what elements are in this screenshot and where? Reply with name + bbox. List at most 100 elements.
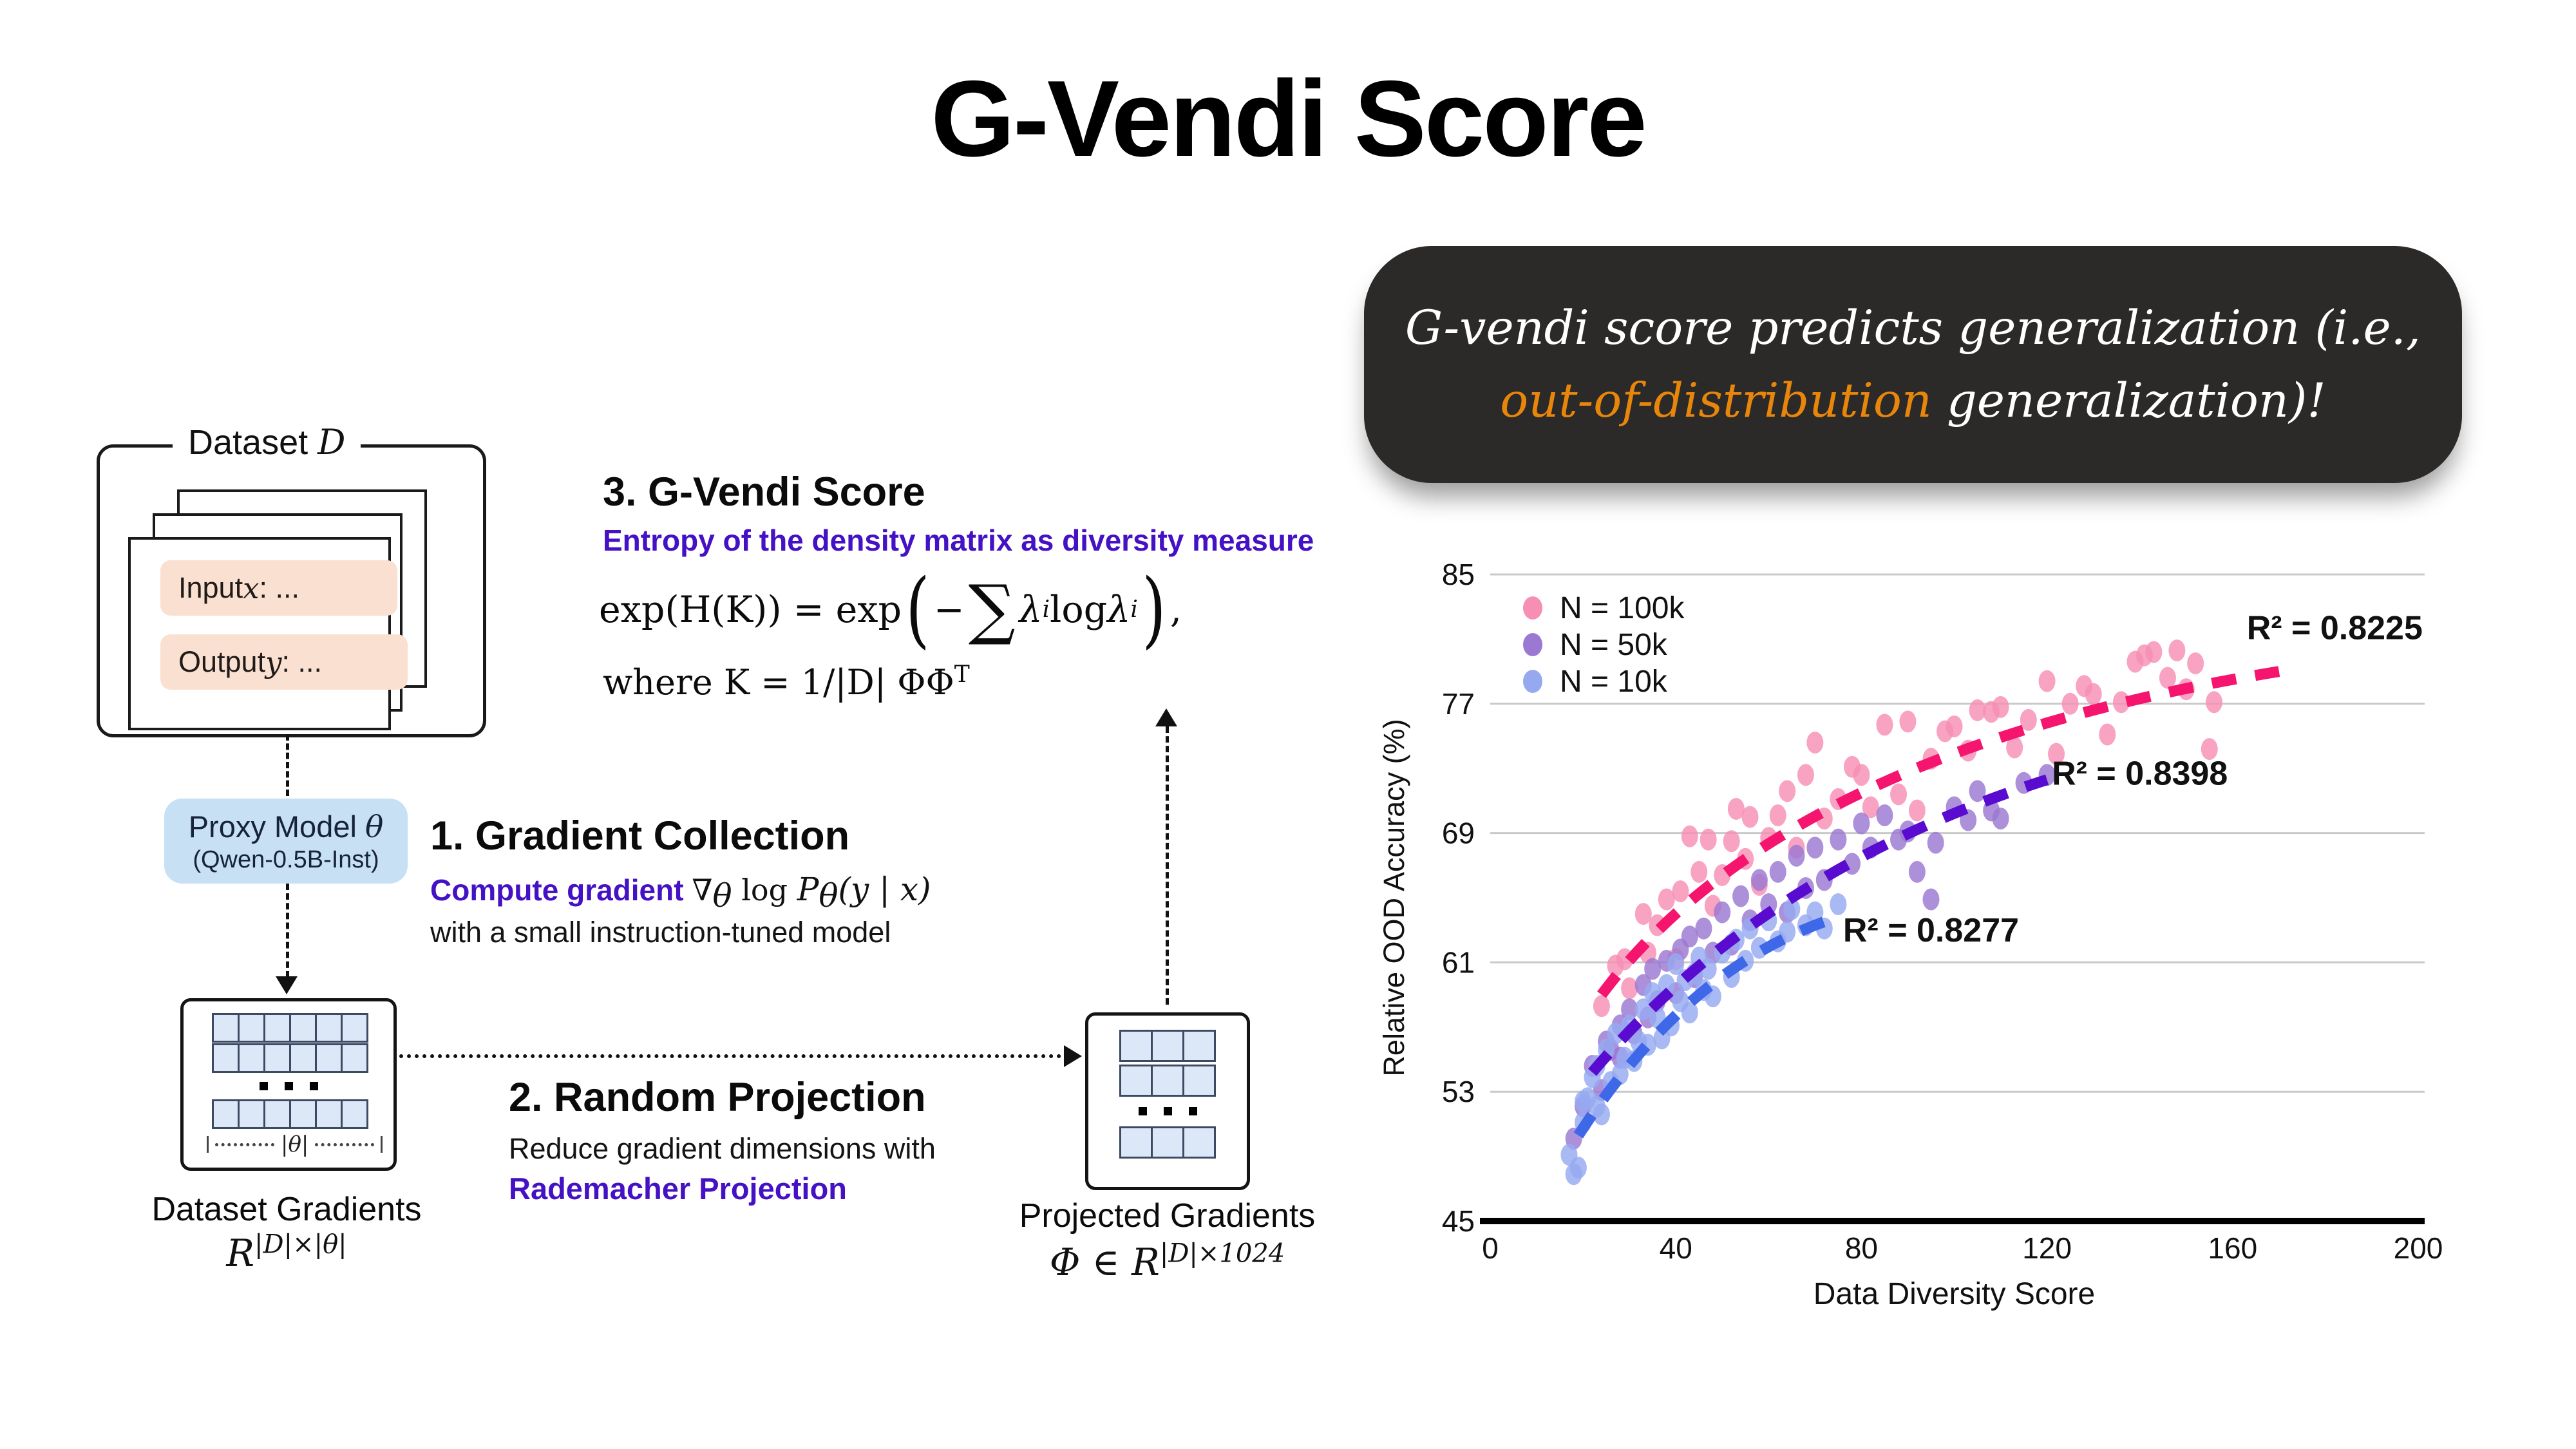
scatter-point [2020,708,2037,731]
scatter-point [1700,828,1717,851]
chart-text: 80 [1845,1231,1878,1265]
ellipsis-dots-icon [260,1082,318,1090]
callout-highlight: out-of-distribution [1500,374,1932,428]
scatter-point [2187,652,2204,675]
chart-text: R² = 0.8225 [2247,609,2423,647]
scatter-point [1853,812,1870,835]
step2-method-label: Rademacher Projection [509,1171,848,1206]
chart-text: 200 [2394,1231,2443,1265]
chart-text: N = 50k [1560,628,1668,662]
arrow-projected-to-formula [1166,726,1169,1005]
scatter-point [1806,901,1824,923]
scatter-point [2099,723,2116,746]
scatter-point [2061,692,2079,715]
scatter-point [1779,920,1796,943]
dataset-gradients-caption: Dataset Gradients [151,1191,422,1228]
gradient-row [212,1043,368,1073]
scatter-point [2168,639,2186,661]
scatter-point [1908,799,1926,822]
scatter-point [1621,998,1638,1021]
theta-dimension-ruler: |θ| [207,1132,383,1157]
scatter-point [1876,804,1893,826]
projected-gradients-box [1085,1012,1250,1190]
callout-line2: out-of-distribution generalization)! [1500,374,2326,428]
scatter-point [1992,808,2009,830]
scatter-point [1672,880,1689,902]
scatter-point [1644,958,1662,980]
scatter-point [1569,1157,1587,1179]
dataset-page-front: Input x: ... Output y: ... [128,537,408,730]
chart-text: 61 [1442,945,1475,979]
arrow-gradients-to-projected [399,1054,1069,1058]
trend-line [1597,666,2280,998]
scatter-point [2205,691,2222,714]
chart-text: 160 [2208,1231,2257,1265]
scatter-point [2038,670,2056,692]
legend-dot-icon [1523,596,1542,620]
scatter-point [1607,1022,1624,1045]
scatter-point [1634,903,1652,925]
scatter-point [1700,958,1717,980]
scatter-chart: 45 53 61 69 77 85 0 40 80 120 160 200 Data Diversity… [1378,535,2473,1340]
chart-text: 120 [2022,1231,2072,1265]
chart-text: 85 [1442,558,1475,591]
scatter-point [1714,901,1731,923]
chart-text: 77 [1442,687,1475,721]
trend-line [1588,774,2049,1076]
scatter-point [1927,831,1944,854]
scatter-point [1681,825,1698,848]
trend-line [1573,912,1840,1139]
arrowhead-up-icon [1155,708,1177,726]
gradient-row [212,1013,368,1043]
scatter-point [1769,804,1786,826]
scatter-point [1593,995,1610,1018]
scatter-point [2085,683,2102,705]
scatter-point [1853,764,1870,786]
legend-dot-icon [1523,633,1542,656]
gradient-row [1119,1030,1216,1062]
chart-text: 53 [1442,1075,1475,1108]
scatter-point [1992,696,2009,718]
scatter-point [1681,925,1698,948]
gradient-row [1119,1126,1216,1159]
gradient-row [212,1099,368,1129]
proxy-model-label: Proxy Model θ [188,809,384,845]
chart-text: Relative OOD Accuracy (%) [1378,719,1410,1076]
step2-heading: 2. Random Projection [509,1075,926,1120]
projected-gradients-formula: Φ ∈ R|D|×1024 [1049,1238,1285,1284]
scatter-point [1741,806,1759,828]
scatter-point [2048,743,2065,765]
proxy-model-sublabel: (Qwen-0.5B-Inst) [193,846,379,873]
scatter-point [1750,869,1768,891]
scatter-point [2145,641,2163,663]
scatter-point [1946,715,1963,737]
scatter-point [1732,885,1750,907]
step1-description: with a small instruction-tuned model [430,916,891,949]
gvendi-formula-where: where K = 1/|D| ΦΦT [603,661,970,703]
scatter-point [1695,917,1712,940]
scatter-point [1783,898,1801,920]
scatter-point [1690,860,1708,883]
scatter-point [1969,699,1986,721]
scatter-point [1862,796,1879,819]
arrowhead-right-icon [1064,1045,1082,1067]
scatter-chart-svg: 45 53 61 69 77 85 0 40 80 120 160 200 Data Diversity… [1378,558,2443,1311]
scatter-point [1658,974,1675,996]
proxy-model-box: Proxy Model θ (Qwen-0.5B-Inst) [164,799,408,884]
scatter-point [1830,828,1847,851]
scatter-point [1779,780,1796,802]
chart-text: 69 [1442,817,1475,850]
chart-text: 0 [1482,1231,1499,1265]
scatter-point [1876,714,1893,736]
chart-text: R² = 0.8277 [1843,912,2019,949]
projected-gradients-caption: Projected Gradients [1019,1197,1316,1235]
scatter-point [1890,783,1908,806]
arrow-proxy-to-gradients [286,884,289,978]
scatter-point [1788,844,1805,867]
scatter-point [1830,893,1847,916]
scatter-point [1908,860,1926,883]
scatter-point [1621,977,1638,999]
scatter-point [2201,738,2218,761]
output-field-label: Output y: ... [160,634,408,690]
